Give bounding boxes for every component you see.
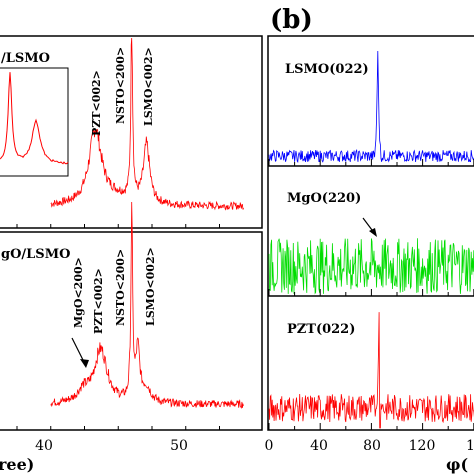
panel-b-x-tick-120: 120	[409, 438, 436, 454]
panel-b-label: (b)	[270, 5, 313, 35]
peak-label-pzt-002-bottom: PZT<002>	[92, 268, 105, 334]
peak-label-lsmo-002-top: LSMO<002>	[142, 47, 155, 126]
panel-b: (b) LSMO(022) MgO(220) PZT(022) 0 40 80 …	[265, 5, 474, 474]
panel-a: /LSMO gO/LSMO PZT<002> NSTO<200> LSMO<00…	[0, 35, 263, 474]
panel-a-bottom-series-line	[50, 201, 244, 409]
panel-a-x-ticks	[16, 224, 220, 430]
panel-b-frame	[267, 35, 474, 431]
panel-b-mgo-label: MgO(220)	[287, 191, 361, 206]
panel-b-pzt-series-line	[268, 312, 474, 429]
peak-label-pzt-002-top: PZT<002>	[90, 70, 103, 136]
panel-a-x-tick-50: 50	[170, 438, 188, 454]
panel-a-x-label: ree)	[0, 455, 34, 474]
panel-a-top-series-line	[50, 37, 244, 211]
panel-a-x-tick-40: 40	[35, 438, 53, 454]
panel-a-inset-frame	[0, 67, 69, 177]
panel-a-inset-line	[0, 72, 69, 165]
panel-b-pzt-label: PZT(022)	[287, 322, 355, 337]
peak-label-nsto-200-bottom: NSTO<200>	[114, 249, 127, 326]
panel-b-x-label: φ(	[446, 455, 468, 474]
panel-b-lsmo-series-line	[268, 50, 474, 163]
panel-b-mgo-series-line	[268, 238, 474, 295]
panel-b-x-tick-0: 0	[265, 438, 274, 454]
mgo-220-arrowhead	[369, 228, 377, 237]
panel-b-x-tick-16: 16	[466, 438, 474, 454]
panel-a-bottom-frame	[0, 231, 263, 431]
panel-b-x-tick-80: 80	[363, 438, 381, 454]
panel-a-top-label: /LSMO	[1, 51, 50, 66]
panel-b-lsmo-label: LSMO(022)	[285, 62, 369, 77]
panel-a-bottom-label: gO/LSMO	[1, 247, 70, 262]
panel-b-x-tick-40: 40	[310, 438, 328, 454]
panel-a-top-frame	[0, 35, 263, 229]
peak-label-mgo-200: MgO<200>	[72, 257, 85, 328]
peak-label-lsmo-002-bottom: LSMO<002>	[144, 247, 157, 326]
mgo-arrowhead	[80, 359, 89, 368]
peak-label-nsto-200-top: NSTO<200>	[114, 47, 127, 124]
